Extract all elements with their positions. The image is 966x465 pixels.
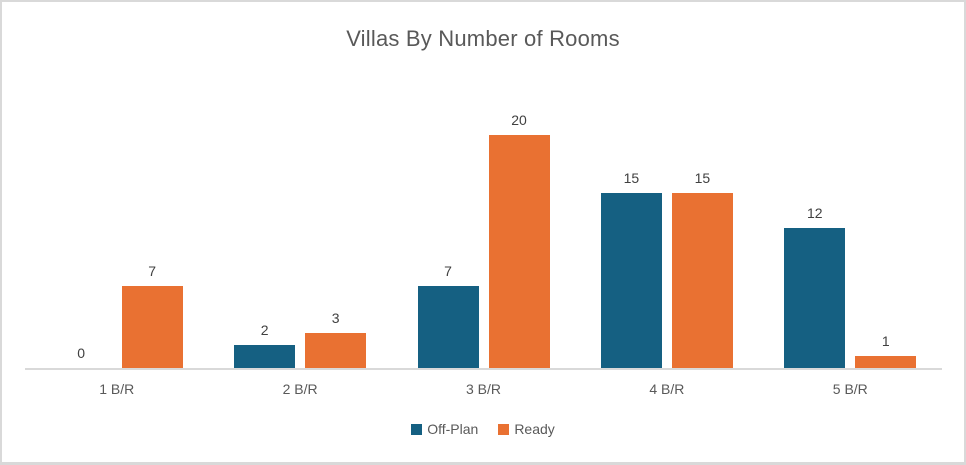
value-label-off-plan-2br: 2 — [260, 322, 269, 338]
bar-ready-5br — [855, 356, 917, 368]
bar-ready-4br — [671, 193, 733, 368]
legend: Off-Plan Ready — [2, 421, 964, 437]
bar-off-plan-2br — [234, 345, 296, 368]
value-label-ready-3br: 20 — [511, 112, 527, 128]
bar-ready-3br — [488, 135, 550, 368]
legend-swatch-off-plan — [411, 423, 423, 435]
value-label-ready-1br: 7 — [148, 263, 157, 279]
bar-off-plan-5br — [784, 228, 846, 368]
bar-ready-2br — [305, 333, 367, 368]
x-axis-label-5br: 5 B/R — [832, 381, 868, 397]
bar-off-plan-3br — [417, 286, 479, 368]
x-axis-label-4br: 4 B/R — [649, 381, 685, 397]
value-label-ready-5br: 1 — [881, 333, 890, 349]
value-label-ready-4br: 15 — [694, 170, 711, 186]
x-axis-line — [25, 368, 942, 370]
value-label-ready-2br: 3 — [331, 310, 340, 326]
legend-item-ready: Ready — [498, 421, 555, 437]
legend-swatch-ready — [498, 423, 510, 435]
legend-label-ready: Ready — [514, 421, 555, 437]
bar-ready-1br — [121, 286, 183, 368]
legend-item-off-plan: Off-Plan — [411, 421, 478, 437]
chart-title: Villas By Number of Rooms — [346, 26, 620, 51]
value-label-off-plan-1br: 0 — [77, 345, 86, 361]
value-label-off-plan-3br: 7 — [444, 263, 452, 279]
value-label-off-plan-5br: 12 — [807, 205, 823, 221]
value-label-off-plan-4br: 15 — [623, 170, 640, 186]
bar-off-plan-4br — [600, 193, 662, 368]
legend-label-off-plan: Off-Plan — [427, 421, 479, 437]
x-axis-label-3br: 3 B/R — [465, 381, 501, 397]
x-axis-label-1br: 1 B/R — [99, 381, 135, 397]
x-axis-label-2br: 2 B/R — [282, 381, 318, 397]
